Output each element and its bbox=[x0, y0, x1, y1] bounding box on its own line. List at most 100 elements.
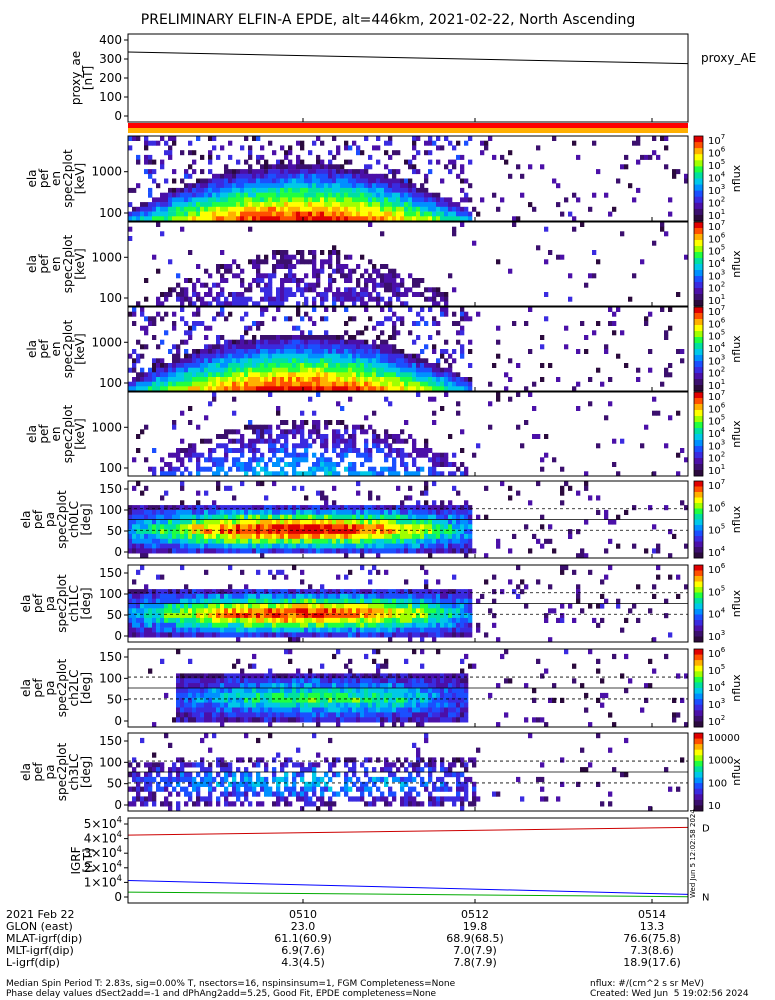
svg-text:ela: ela bbox=[19, 510, 33, 528]
y-tick-label: 0 bbox=[114, 798, 122, 812]
heatmap-cells-en2 bbox=[128, 222, 689, 307]
colorbar-tick: 104 bbox=[708, 545, 726, 559]
series-line-igrf-2 bbox=[127, 891, 689, 898]
svg-text:[deg]: [deg] bbox=[79, 504, 93, 536]
ephemeris-value: 4.3(4.5) bbox=[281, 956, 325, 969]
y-tick-label: 4×104 bbox=[84, 829, 122, 845]
colorbar-tick: 105 bbox=[708, 663, 725, 677]
y-tick-label: 1000 bbox=[91, 165, 122, 179]
y-tick-label: 2×104 bbox=[84, 858, 122, 874]
y-tick-label: 100 bbox=[99, 503, 122, 517]
ephemeris-value: 19.8 bbox=[463, 920, 488, 933]
panel-frame bbox=[127, 648, 689, 728]
ephemeris-value: 61.1(60.9) bbox=[274, 932, 332, 945]
y-tick-label: 100 bbox=[99, 671, 122, 685]
svg-text:spec2plot: spec2plot bbox=[61, 234, 75, 293]
svg-text:pef: pef bbox=[37, 339, 51, 359]
colorbar-tick: 10 bbox=[708, 801, 721, 812]
footer-spin-info: Median Spin Period T: 2.83s, sig=0.00% T… bbox=[6, 979, 456, 989]
colorbar-tick: 106 bbox=[708, 500, 726, 514]
panel-frame bbox=[127, 306, 689, 392]
svg-text:proxy_ae: proxy_ae bbox=[69, 51, 83, 105]
y-tick-label: 200 bbox=[99, 71, 122, 85]
mode-bar-orange bbox=[128, 128, 688, 133]
svg-text:pef: pef bbox=[31, 509, 45, 529]
svg-text:spec2plot: spec2plot bbox=[61, 319, 75, 378]
svg-text:pef: pef bbox=[37, 424, 51, 444]
ephemeris-value: 18.9(17.6) bbox=[623, 956, 681, 969]
y-tick-label: 50 bbox=[107, 693, 122, 707]
ephemeris-value: 23.0 bbox=[291, 920, 316, 933]
ephemeris-row-label: L-igrf(dip) bbox=[6, 956, 60, 969]
y-tick-label: 1000 bbox=[91, 335, 122, 349]
colorbar-pa0: 107 106 105 104 nflux bbox=[693, 478, 743, 559]
ephemeris-value: 7.0(7.9) bbox=[453, 944, 497, 957]
y-tick-label: 0 bbox=[114, 109, 122, 123]
heatmap-cells-en1 bbox=[128, 136, 689, 222]
heatmap-cells-pa3 bbox=[128, 733, 685, 812]
heatmap-cells-pa2 bbox=[148, 649, 689, 728]
panel-proxy_ae: proxy_AE 400 300 200 100 0 proxy_ae[nT] bbox=[69, 33, 756, 133]
ephemeris-row-label: MLAT-igrf(dip) bbox=[6, 932, 82, 945]
x-tick-label: 0512 bbox=[461, 908, 489, 921]
ephemeris-row-label: GLON (east) bbox=[6, 920, 73, 933]
colorbar-tick: 106 bbox=[708, 646, 726, 660]
svg-text:ch0LC: ch0LC bbox=[67, 501, 81, 538]
colorbar-tick: 105 bbox=[708, 523, 725, 537]
y-tick-label: 0 bbox=[114, 545, 122, 559]
colorbar-tick: 104 bbox=[708, 680, 726, 694]
panel-frame bbox=[127, 221, 689, 307]
panel-pa0: 107 106 105 104 nflux 150 100 50 0 elapefpaspec2p… bbox=[19, 478, 743, 559]
colorbar-pa2: 106 105 104 103 102 nflux bbox=[693, 646, 743, 728]
svg-text:pef: pef bbox=[37, 168, 51, 188]
y-tick-label: 3×104 bbox=[84, 844, 122, 860]
ephemeris-row-label: 2021 Feb 22 bbox=[6, 908, 74, 921]
y-tick-label: 100 bbox=[99, 461, 122, 475]
colorbar-tick: 104 bbox=[708, 607, 726, 621]
panel-frame bbox=[127, 391, 689, 477]
colorbar-tick: 101 bbox=[708, 463, 725, 477]
y-axis-label-proxy_ae: proxy_ae[nT] bbox=[69, 51, 95, 105]
ephemeris-value: 68.9(68.5) bbox=[446, 932, 504, 945]
colorbar-label: nflux bbox=[730, 505, 743, 533]
panel-stack: proxy_AE4003002001000proxy_ae[nT]1071061… bbox=[19, 33, 756, 904]
y-tick-label: 5×104 bbox=[84, 815, 122, 831]
ephemeris-value: 7.8(7.9) bbox=[453, 956, 497, 969]
colorbar-tick: 102 bbox=[708, 714, 725, 728]
panel-frame bbox=[127, 732, 689, 812]
panel-pa3: 10000 1000 100 10 nflux 150 100 50 0 elapefpaspec… bbox=[19, 732, 743, 812]
y-tick-label: 100 bbox=[99, 206, 122, 220]
side-timestamp: Wed Jun 5 12:02:58 2024 bbox=[689, 809, 697, 898]
mode-bar-red bbox=[128, 123, 688, 128]
y-tick-label: 50 bbox=[107, 608, 122, 622]
footer-created: Created: Wed Jun 5 19:02:56 2024 bbox=[590, 989, 749, 999]
ephemeris-value: 13.3 bbox=[640, 920, 665, 933]
svg-text:ela: ela bbox=[25, 255, 39, 273]
svg-text:[nT]: [nT] bbox=[81, 66, 95, 90]
ephemeris-value: 7.3(8.6) bbox=[630, 944, 674, 957]
y-tick-label: 0 bbox=[114, 629, 122, 643]
y-tick-label: 100 bbox=[99, 376, 122, 390]
panel-frame bbox=[127, 564, 689, 643]
svg-text:pa: pa bbox=[43, 512, 57, 527]
y-tick-label: 0 bbox=[114, 890, 122, 904]
colorbar-label: nflux bbox=[730, 335, 743, 363]
series-line-igrf-1 bbox=[127, 880, 689, 895]
svg-text:ela: ela bbox=[25, 340, 39, 358]
y-tick-label: 300 bbox=[99, 52, 122, 66]
y-tick-label: 50 bbox=[107, 777, 122, 791]
series-line-igrf-0 bbox=[127, 826, 689, 836]
panel-pa1: 106 105 104 103 nflux 150 100 50 0 elapefpaspec2p… bbox=[19, 562, 743, 643]
colorbar-label: nflux bbox=[730, 674, 743, 702]
